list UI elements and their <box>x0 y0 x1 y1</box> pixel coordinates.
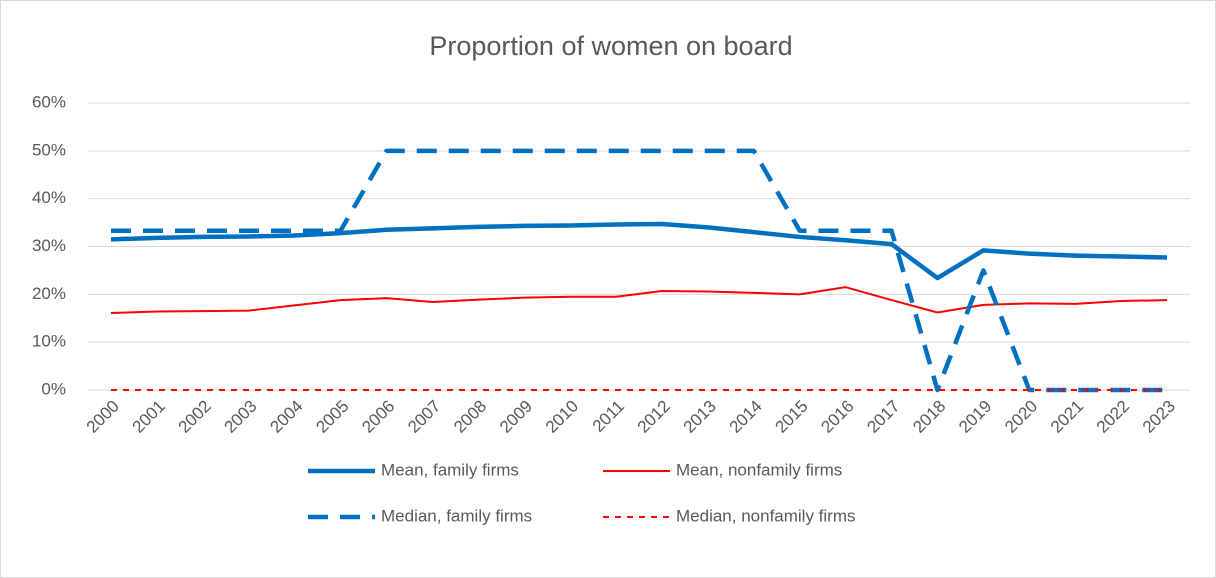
legend-label: Median, nonfamily firms <box>676 506 856 525</box>
y-tick-label: 50% <box>32 140 66 159</box>
y-tick-label: 40% <box>32 188 66 207</box>
y-tick-label: 30% <box>32 236 66 255</box>
y-tick-label: 10% <box>32 332 66 351</box>
legend-label: Mean, nonfamily firms <box>676 460 842 479</box>
y-tick-label: 20% <box>32 284 66 303</box>
legend-label: Mean, family firms <box>381 460 519 479</box>
chart-title: Proportion of women on board <box>429 31 792 61</box>
series-line <box>110 148 1168 393</box>
legend-label: Median, family firms <box>381 506 532 525</box>
y-tick-label: 0% <box>41 379 66 398</box>
y-tick-label: 60% <box>32 92 66 111</box>
series-line <box>110 286 1168 314</box>
series-line <box>110 221 1168 281</box>
